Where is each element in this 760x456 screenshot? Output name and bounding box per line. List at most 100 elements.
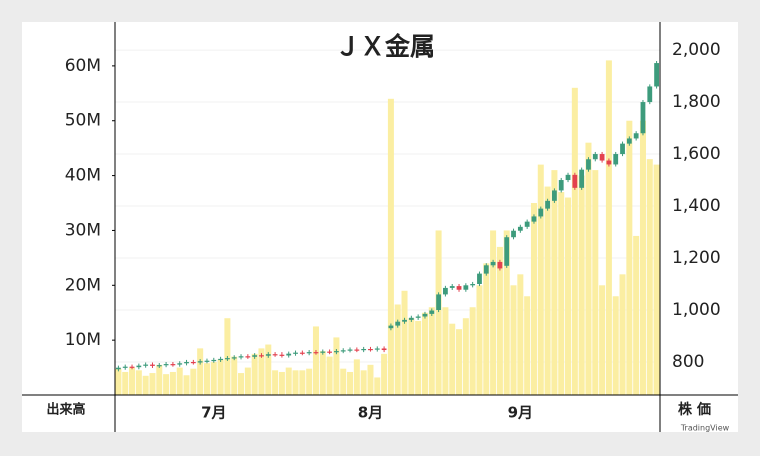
volume-bar: [449, 323, 456, 395]
candle-body: [286, 353, 292, 356]
candle-body: [504, 237, 510, 266]
candle-body: [483, 265, 489, 274]
volume-bar: [265, 344, 272, 395]
y-tick-label: 40M: [65, 166, 101, 186]
volume-axis-title: 出来高: [46, 402, 85, 418]
volume-bar: [626, 120, 633, 395]
volume-bar: [340, 368, 347, 395]
volume-bar: [353, 359, 360, 395]
candle-body: [490, 261, 496, 266]
candle-body: [279, 354, 285, 356]
volume-bar: [333, 337, 340, 395]
candle-body: [340, 350, 346, 352]
candle-body: [408, 317, 414, 320]
volume-bar: [435, 230, 442, 395]
volume-bar: [251, 353, 258, 395]
volume-bar: [244, 367, 251, 395]
y2-tick-label: 1,000: [672, 300, 721, 320]
volume-bar: [551, 170, 558, 395]
volume-bar: [347, 371, 354, 395]
volume-bar: [428, 307, 435, 395]
candle-body: [470, 284, 476, 286]
candle-body: [156, 365, 162, 367]
volume-bar: [319, 351, 326, 395]
candle-body: [259, 355, 264, 357]
candle-body: [190, 361, 196, 364]
volume-bar: [456, 329, 463, 395]
volume-bar: [517, 274, 524, 395]
volume-bar: [299, 370, 306, 395]
candle-body: [218, 358, 223, 361]
volume-bar: [462, 318, 469, 395]
y2-tick-label: 2,000: [672, 40, 721, 60]
candle-body: [129, 366, 135, 368]
candle-body: [177, 363, 183, 365]
volume-bar: [129, 367, 136, 395]
volume-bar: [565, 197, 572, 395]
candle-body: [531, 216, 537, 222]
volume-bar: [633, 235, 640, 395]
candle-body: [456, 286, 462, 290]
volume-bar: [306, 368, 313, 395]
y2-tick-label: 1,400: [672, 196, 721, 216]
candle-body: [204, 360, 210, 362]
candle-body: [374, 348, 380, 350]
candle-body: [395, 321, 401, 326]
y2-tick-label: 1,200: [672, 248, 721, 268]
candle-body: [429, 310, 435, 314]
volume-bar: [469, 307, 476, 395]
volume-bar: [496, 246, 503, 395]
volume-bar: [203, 363, 210, 395]
candle-body: [436, 294, 441, 311]
candle-body: [122, 366, 128, 368]
volume-bar: [599, 285, 606, 395]
candle-body: [545, 200, 550, 209]
candle-body: [654, 63, 659, 87]
y2-tick-label: 1,800: [672, 92, 721, 112]
candle-body: [586, 159, 591, 170]
candle-body: [592, 154, 598, 160]
volume-bar: [381, 353, 388, 395]
y-tick-label: 30M: [65, 220, 101, 240]
volume-bar: [476, 285, 483, 395]
candle-body: [334, 351, 339, 353]
volume-bar: [510, 285, 517, 395]
volume-bar: [558, 192, 565, 395]
volume-bar: [149, 373, 156, 395]
candle-body: [381, 348, 387, 351]
volume-bar: [387, 98, 394, 395]
candle-body: [293, 352, 298, 354]
candle-body: [265, 354, 271, 356]
volume-bar: [442, 307, 449, 395]
candle-body: [272, 354, 278, 356]
candle-body: [197, 361, 203, 363]
candle-body: [299, 352, 305, 354]
candle-body: [626, 138, 632, 144]
volume-bar: [190, 368, 197, 395]
candle-body: [599, 154, 605, 161]
volume-bar: [483, 263, 490, 395]
watermark: TradingView: [680, 424, 730, 433]
volume-bar: [135, 370, 142, 395]
candle-body: [415, 316, 421, 318]
volume-bar: [408, 318, 415, 395]
x-tick-label: 8月: [358, 404, 383, 422]
candle-body: [579, 169, 585, 188]
volume-bar: [571, 87, 578, 395]
candle-body: [640, 102, 646, 134]
volume-bar: [490, 230, 497, 395]
volume-bar: [183, 375, 190, 395]
candle-body: [231, 357, 237, 359]
volume-bar: [142, 375, 149, 395]
volume-bar: [612, 296, 619, 395]
y-tick-label: 50M: [65, 111, 101, 131]
candle-body: [136, 365, 142, 368]
candle-body: [306, 352, 312, 354]
volume-bar: [653, 164, 660, 395]
y-tick-label: 20M: [65, 275, 101, 295]
volume-bar: [122, 371, 129, 395]
candle-body: [150, 364, 155, 366]
chart-title: ＪＸ金属: [335, 32, 435, 61]
candle-body: [422, 313, 428, 317]
candle-body: [538, 208, 544, 217]
